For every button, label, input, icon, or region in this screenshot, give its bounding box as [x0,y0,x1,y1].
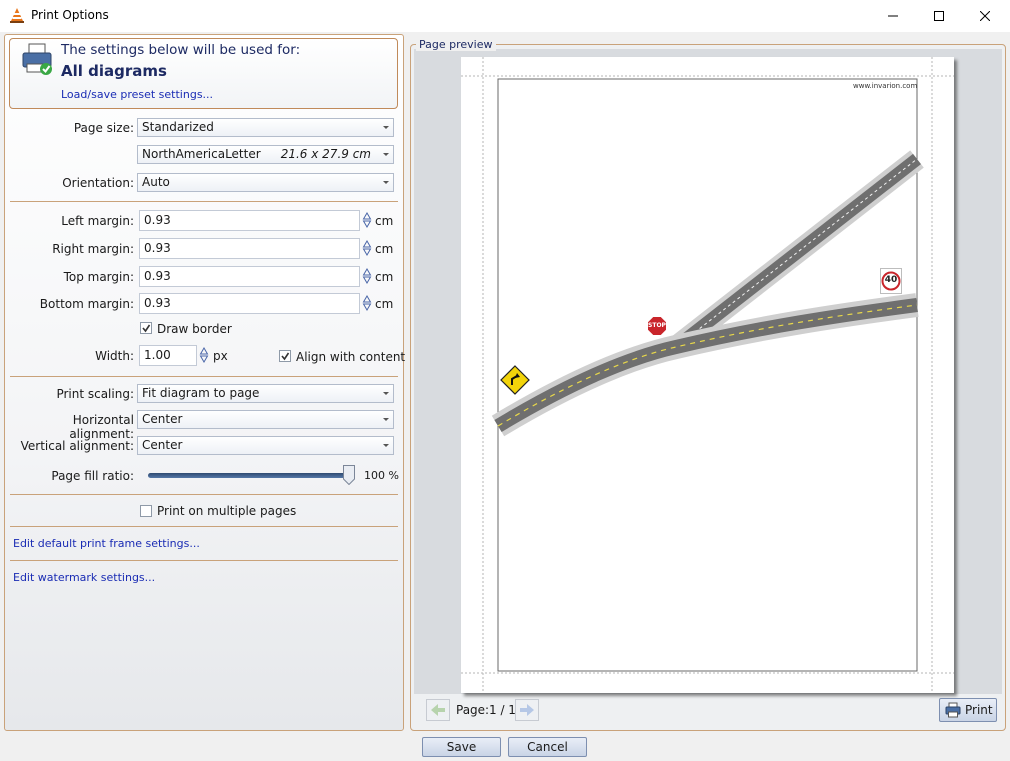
page-fill-slider-track[interactable] [148,473,354,478]
horizontal-alignment-dropdown[interactable]: Center [137,410,394,429]
chevron-down-icon [383,153,389,156]
load-save-preset-link[interactable]: Load/save preset settings... [61,88,214,101]
unit-label: cm [375,214,394,228]
spinner-updown-icon[interactable] [362,240,372,256]
horizontal-alignment-label: Horizontal alignment: [69,413,134,441]
border-width-label: Width: [95,349,134,363]
chevron-down-icon [383,418,389,421]
bottom-margin-input[interactable]: 0.93 [139,293,360,314]
unit-label: cm [375,270,394,284]
vertical-alignment-value: Center [142,438,183,452]
align-with-content-checkbox[interactable] [279,350,291,362]
speed-limit-sign: 40 [880,268,902,294]
page-preview-legend: Page preview [416,38,496,51]
prev-page-button[interactable] [426,699,450,721]
printer-icon [945,702,961,718]
curve-warning-sign-icon [500,365,530,395]
next-page-button[interactable] [515,699,539,721]
speed-limit-value: 40 [884,275,898,285]
close-button[interactable] [962,0,1008,32]
unit-label: cm [375,242,394,256]
orientation-dropdown[interactable]: Auto [137,173,394,192]
page-fill-slider-thumb[interactable] [343,465,355,486]
draw-border-label: Draw border [157,322,232,336]
page-size-label: Page size: [73,121,134,135]
divider [10,494,398,495]
preview-print-button[interactable]: Print [939,698,997,722]
watermark-url: www.invarion.com [853,82,918,90]
spinner-updown-icon[interactable] [362,268,372,284]
divider [10,526,398,527]
divider [10,376,398,377]
print-scaling-dropdown[interactable]: Fit diagram to page [137,384,394,403]
unit-label: px [213,349,228,363]
paper-name: NorthAmericaLetter [142,147,261,161]
divider [10,201,398,202]
orientation-value: Auto [142,175,170,189]
right-margin-input[interactable]: 0.93 [139,238,360,259]
orientation-label: Orientation: [62,176,134,190]
app-cone-icon [9,7,25,23]
chevron-down-icon [383,444,389,447]
page-fill-ratio-value: 100 % [364,469,399,482]
spinner-updown-icon[interactable] [199,347,209,363]
right-margin-label: Right margin: [52,242,134,256]
preview-print-label: Print [965,703,993,717]
settings-panel [4,34,404,731]
window-title: Print Options [31,8,109,22]
spinner-updown-icon[interactable] [362,295,372,311]
arrow-left-icon [431,704,445,716]
print-scaling-label: Print scaling: [56,387,134,401]
chevron-down-icon [383,181,389,184]
vertical-alignment-dropdown[interactable]: Center [137,436,394,455]
draw-border-checkbox[interactable] [140,322,152,334]
left-margin-input[interactable]: 0.93 [139,210,360,231]
vertical-alignment-label: Vertical alignment: [20,439,134,453]
bottom-margin-label: Bottom margin: [39,297,134,311]
preview-page: www.invarion.com STOP 40 [461,57,954,693]
stop-sign-text: STOP [648,322,666,329]
minimize-button[interactable] [870,0,916,32]
cancel-button[interactable]: Cancel [508,737,587,757]
save-button[interactable]: Save [422,737,501,757]
settings-header [9,38,398,109]
page-size-value: Standarized [142,120,214,134]
header-subtitle: The settings below will be used for: [61,42,301,58]
paper-dims: 21.6 x 27.9 cm [280,147,371,161]
page-counter: 1 / 1 [489,703,516,717]
edit-print-frame-link[interactable]: Edit default print frame settings... [13,537,200,550]
spinner-updown-icon[interactable] [362,212,372,228]
page-size-dropdown[interactable]: Standarized [137,118,394,137]
horizontal-alignment-value: Center [142,412,183,426]
header-scope: All diagrams [61,62,167,80]
print-scaling-value: Fit diagram to page [142,386,260,400]
page-label: Page: [456,703,490,717]
print-multiple-pages-label: Print on multiple pages [157,504,297,518]
edit-watermark-link[interactable]: Edit watermark settings... [13,571,156,584]
page-fill-ratio-label: Page fill ratio: [51,469,134,483]
chevron-down-icon [383,126,389,129]
divider [10,560,398,561]
arrow-right-icon [520,704,534,716]
printer-check-icon [21,42,55,78]
unit-label: cm [375,297,394,311]
chevron-down-icon [383,392,389,395]
border-width-input[interactable]: 1.00 [139,345,197,366]
title-bar: Print Options [0,0,1010,32]
align-with-content-label: Align with content [296,350,406,364]
left-margin-label: Left margin: [61,214,134,228]
maximize-button[interactable] [916,0,962,32]
print-multiple-pages-checkbox[interactable] [140,505,152,517]
stop-sign-icon [647,316,667,336]
paper-dropdown[interactable]: NorthAmericaLetter 21.6 x 27.9 cm [137,145,394,164]
top-margin-label: Top margin: [63,270,134,284]
preview-page-drawing [461,57,954,693]
top-margin-input[interactable]: 0.93 [139,266,360,287]
